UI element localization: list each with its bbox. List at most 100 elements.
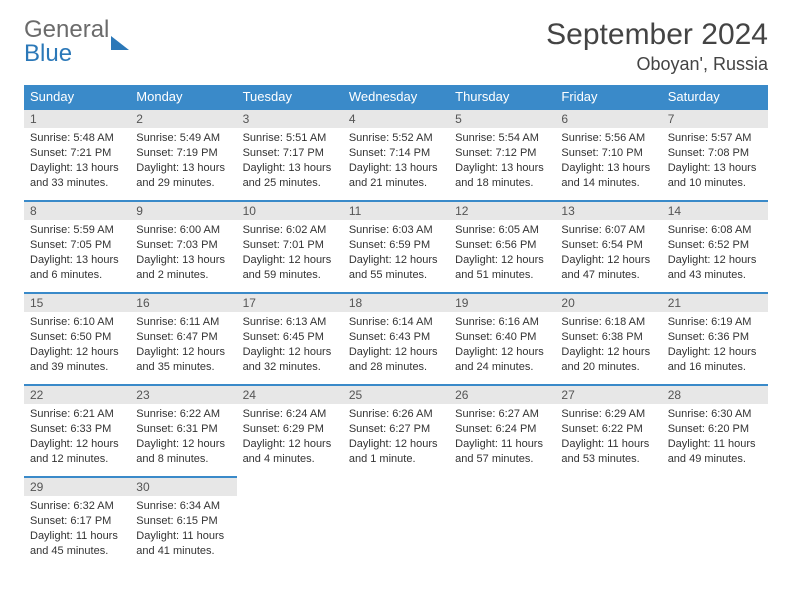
sunrise-line: Sunrise: 6:19 AM [668,315,762,330]
sunset-line: Sunset: 6:38 PM [561,330,655,345]
sunset-line: Sunset: 6:59 PM [349,238,443,253]
daylight-line-2: and 51 minutes. [455,268,549,283]
sunrise-line: Sunrise: 6:03 AM [349,223,443,238]
weekday-header: Saturday [662,85,768,109]
sunrise-line: Sunrise: 6:07 AM [561,223,655,238]
day-cell: 9Sunrise: 6:00 AMSunset: 7:03 PMDaylight… [130,201,236,293]
sunrise-line: Sunrise: 6:27 AM [455,407,549,422]
day-cell [449,477,555,569]
day-number: 12 [449,202,555,220]
day-details: Sunrise: 6:11 AMSunset: 6:47 PMDaylight:… [130,312,236,378]
daylight-line-1: Daylight: 12 hours [561,253,655,268]
logo-text-bottom: Blue [24,40,72,67]
day-details: Sunrise: 6:10 AMSunset: 6:50 PMDaylight:… [24,312,130,378]
daylight-line-2: and 18 minutes. [455,176,549,191]
day-cell [343,477,449,569]
sunrise-line: Sunrise: 6:22 AM [136,407,230,422]
day-number: 4 [343,110,449,128]
day-details: Sunrise: 6:32 AMSunset: 6:17 PMDaylight:… [24,496,130,562]
day-number: 27 [555,386,661,404]
day-details: Sunrise: 5:56 AMSunset: 7:10 PMDaylight:… [555,128,661,194]
daylight-line-1: Daylight: 12 hours [243,253,337,268]
day-cell: 24Sunrise: 6:24 AMSunset: 6:29 PMDayligh… [237,385,343,477]
day-details: Sunrise: 6:08 AMSunset: 6:52 PMDaylight:… [662,220,768,286]
sunrise-line: Sunrise: 6:29 AM [561,407,655,422]
daylight-line-1: Daylight: 13 hours [136,161,230,176]
daylight-line-2: and 24 minutes. [455,360,549,375]
weekday-header: Monday [130,85,236,109]
daylight-line-1: Daylight: 12 hours [349,345,443,360]
daylight-line-2: and 49 minutes. [668,452,762,467]
sunrise-line: Sunrise: 6:00 AM [136,223,230,238]
sunrise-line: Sunrise: 6:24 AM [243,407,337,422]
daylight-line-2: and 6 minutes. [30,268,124,283]
sunset-line: Sunset: 6:56 PM [455,238,549,253]
day-details: Sunrise: 6:05 AMSunset: 6:56 PMDaylight:… [449,220,555,286]
day-number: 5 [449,110,555,128]
sunset-line: Sunset: 6:47 PM [136,330,230,345]
day-cell: 20Sunrise: 6:18 AMSunset: 6:38 PMDayligh… [555,293,661,385]
day-number: 9 [130,202,236,220]
sunrise-line: Sunrise: 6:32 AM [30,499,124,514]
sunrise-line: Sunrise: 6:21 AM [30,407,124,422]
sunrise-line: Sunrise: 6:14 AM [349,315,443,330]
daylight-line-1: Daylight: 11 hours [30,529,124,544]
daylight-line-2: and 43 minutes. [668,268,762,283]
day-cell: 18Sunrise: 6:14 AMSunset: 6:43 PMDayligh… [343,293,449,385]
sunrise-line: Sunrise: 5:48 AM [30,131,124,146]
week-row: 22Sunrise: 6:21 AMSunset: 6:33 PMDayligh… [24,385,768,477]
daylight-line-2: and 20 minutes. [561,360,655,375]
logo-triangle-icon [111,36,129,50]
sunrise-line: Sunrise: 5:49 AM [136,131,230,146]
sunrise-line: Sunrise: 6:34 AM [136,499,230,514]
day-cell: 23Sunrise: 6:22 AMSunset: 6:31 PMDayligh… [130,385,236,477]
weekday-header: Sunday [24,85,130,109]
daylight-line-1: Daylight: 13 hours [349,161,443,176]
weekday-header: Friday [555,85,661,109]
header: General Blue September 2024 Oboyan', Rus… [24,18,768,75]
day-details: Sunrise: 5:52 AMSunset: 7:14 PMDaylight:… [343,128,449,194]
day-details: Sunrise: 5:59 AMSunset: 7:05 PMDaylight:… [24,220,130,286]
sunset-line: Sunset: 7:05 PM [30,238,124,253]
day-cell: 4Sunrise: 5:52 AMSunset: 7:14 PMDaylight… [343,109,449,201]
daylight-line-2: and 47 minutes. [561,268,655,283]
day-details: Sunrise: 6:24 AMSunset: 6:29 PMDaylight:… [237,404,343,470]
day-cell: 3Sunrise: 5:51 AMSunset: 7:17 PMDaylight… [237,109,343,201]
day-details: Sunrise: 6:00 AMSunset: 7:03 PMDaylight:… [130,220,236,286]
sunrise-line: Sunrise: 6:26 AM [349,407,443,422]
day-number: 26 [449,386,555,404]
daylight-line-2: and 41 minutes. [136,544,230,559]
day-number: 19 [449,294,555,312]
daylight-line-2: and 25 minutes. [243,176,337,191]
daylight-line-1: Daylight: 12 hours [455,253,549,268]
sunrise-line: Sunrise: 5:59 AM [30,223,124,238]
daylight-line-2: and 12 minutes. [30,452,124,467]
sunrise-line: Sunrise: 5:56 AM [561,131,655,146]
daylight-line-2: and 16 minutes. [668,360,762,375]
sunset-line: Sunset: 7:08 PM [668,146,762,161]
week-row: 1Sunrise: 5:48 AMSunset: 7:21 PMDaylight… [24,109,768,201]
sunrise-line: Sunrise: 5:51 AM [243,131,337,146]
weekday-header: Wednesday [343,85,449,109]
sunrise-line: Sunrise: 5:57 AM [668,131,762,146]
day-cell: 8Sunrise: 5:59 AMSunset: 7:05 PMDaylight… [24,201,130,293]
day-cell: 14Sunrise: 6:08 AMSunset: 6:52 PMDayligh… [662,201,768,293]
sunrise-line: Sunrise: 6:13 AM [243,315,337,330]
week-row: 29Sunrise: 6:32 AMSunset: 6:17 PMDayligh… [24,477,768,569]
weekday-header: Tuesday [237,85,343,109]
day-details: Sunrise: 6:22 AMSunset: 6:31 PMDaylight:… [130,404,236,470]
daylight-line-2: and 45 minutes. [30,544,124,559]
day-cell: 25Sunrise: 6:26 AMSunset: 6:27 PMDayligh… [343,385,449,477]
daylight-line-1: Daylight: 12 hours [243,345,337,360]
day-cell: 30Sunrise: 6:34 AMSunset: 6:15 PMDayligh… [130,477,236,569]
day-cell: 17Sunrise: 6:13 AMSunset: 6:45 PMDayligh… [237,293,343,385]
daylight-line-1: Daylight: 13 hours [455,161,549,176]
daylight-line-2: and 2 minutes. [136,268,230,283]
day-details: Sunrise: 5:49 AMSunset: 7:19 PMDaylight:… [130,128,236,194]
location-label: Oboyan', Russia [546,54,768,75]
daylight-line-1: Daylight: 12 hours [349,253,443,268]
day-number: 16 [130,294,236,312]
sunset-line: Sunset: 6:29 PM [243,422,337,437]
sunset-line: Sunset: 6:54 PM [561,238,655,253]
sunrise-line: Sunrise: 6:18 AM [561,315,655,330]
